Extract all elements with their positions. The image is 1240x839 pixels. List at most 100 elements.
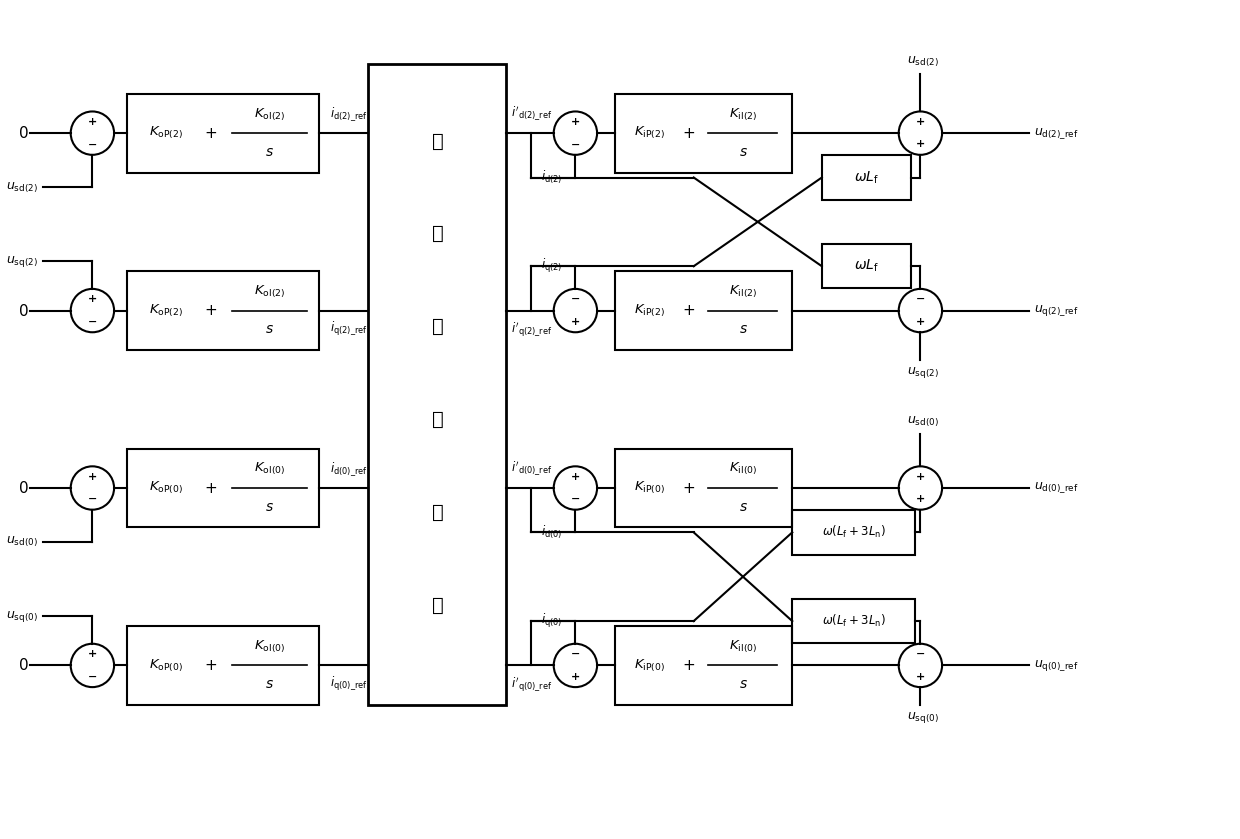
Text: $u_{\mathrm{sd(2)}}$: $u_{\mathrm{sd(2)}}$ [6,180,38,195]
Text: $i_{\mathrm{d(2)\_ref}}$: $i_{\mathrm{d(2)\_ref}}$ [330,106,367,123]
Text: −: − [915,649,925,659]
Text: $K_{\mathrm{iI(2)}}$: $K_{\mathrm{iI(2)}}$ [729,284,758,300]
Text: $K_{\mathrm{iI(0)}}$: $K_{\mathrm{iI(0)}}$ [729,638,758,655]
Text: $i'_{\mathrm{d(0)\_ref}}$: $i'_{\mathrm{d(0)\_ref}}$ [511,460,553,478]
Text: $+$: $+$ [682,481,696,496]
Text: $K_{\mathrm{oP(2)}}$: $K_{\mathrm{oP(2)}}$ [149,302,184,319]
Text: $\omega(L_{\mathrm{f}}+3L_{\mathrm{n}})$: $\omega(L_{\mathrm{f}}+3L_{\mathrm{n}})$ [822,524,885,540]
Text: −: − [88,317,97,327]
Text: +: + [88,117,97,127]
Text: $i_{\mathrm{q(2)\_ref}}$: $i_{\mathrm{q(2)\_ref}}$ [330,320,367,338]
Text: $0$: $0$ [17,480,29,496]
Text: 器: 器 [432,596,443,615]
Text: +: + [916,672,925,682]
Text: 负: 负 [432,132,443,150]
Text: +: + [88,472,97,482]
Text: +: + [916,494,925,504]
Text: $u_{\mathrm{sq(2)}}$: $u_{\mathrm{sq(2)}}$ [908,365,939,380]
Text: $K_{\mathrm{oP(0)}}$: $K_{\mathrm{oP(0)}}$ [149,657,184,674]
Text: +: + [916,117,925,127]
Text: $\omega(L_{\mathrm{f}}+3L_{\mathrm{n}})$: $\omega(L_{\mathrm{f}}+3L_{\mathrm{n}})$ [822,613,885,629]
Text: +: + [570,317,580,327]
Text: $i_{\mathrm{d(2)}}$: $i_{\mathrm{d(2)}}$ [541,169,563,186]
Text: $i'_{\mathrm{q(0)\_ref}}$: $i'_{\mathrm{q(0)\_ref}}$ [511,675,553,694]
Text: −: − [88,139,97,149]
Text: −: − [570,139,580,149]
Text: $K_{\mathrm{oI(0)}}$: $K_{\mathrm{oI(0)}}$ [254,461,285,477]
Text: −: − [570,649,580,659]
Text: $s$: $s$ [265,500,274,513]
Bar [126,271,319,350]
Text: $i'_{\mathrm{q(2)\_ref}}$: $i'_{\mathrm{q(2)\_ref}}$ [511,320,553,339]
Text: 序: 序 [432,317,443,336]
Text: $K_{\mathrm{iP(2)}}$: $K_{\mathrm{iP(2)}}$ [634,302,665,319]
Text: $u_{\mathrm{sq(0)}}$: $u_{\mathrm{sq(0)}}$ [6,608,38,623]
Text: +: + [88,294,97,305]
Text: +: + [916,139,925,149]
Text: $s$: $s$ [265,145,274,159]
Text: 零: 零 [432,225,443,243]
Text: +: + [570,472,580,482]
Bar [822,244,910,289]
Text: $+$: $+$ [205,303,217,318]
Text: $+$: $+$ [205,658,217,673]
Bar [615,271,792,350]
Text: $s$: $s$ [739,322,748,336]
Text: $s$: $s$ [265,677,274,691]
Text: +: + [916,317,925,327]
Text: 流: 流 [432,503,443,522]
Text: −: − [570,494,580,504]
Text: −: − [915,294,925,305]
Text: $u_{\mathrm{sq(2)}}$: $u_{\mathrm{sq(2)}}$ [6,253,38,268]
Text: $K_{\mathrm{iI(2)}}$: $K_{\mathrm{iI(2)}}$ [729,107,758,122]
Text: $+$: $+$ [205,481,217,496]
Text: +: + [916,472,925,482]
Text: $u_{\mathrm{d(2)\_ref}}$: $u_{\mathrm{d(2)\_ref}}$ [1034,126,1079,140]
Text: $K_{\mathrm{iI(0)}}$: $K_{\mathrm{iI(0)}}$ [729,461,758,477]
Text: $u_{\mathrm{sd(2)}}$: $u_{\mathrm{sd(2)}}$ [908,55,939,69]
Text: +: + [570,672,580,682]
Text: $u_{\mathrm{q(0)\_ref}}$: $u_{\mathrm{q(0)\_ref}}$ [1034,658,1079,673]
Text: $K_{\mathrm{oI(2)}}$: $K_{\mathrm{oI(2)}}$ [254,284,285,300]
Text: $s$: $s$ [739,500,748,513]
Bar [126,626,319,705]
Text: $s$: $s$ [265,322,274,336]
Bar [792,599,915,644]
Text: $K_{\mathrm{oI(2)}}$: $K_{\mathrm{oI(2)}}$ [254,107,285,122]
Text: $s$: $s$ [739,677,748,691]
Text: −: − [88,672,97,682]
Text: $i_{\mathrm{q(0)\_ref}}$: $i_{\mathrm{q(0)\_ref}}$ [330,675,367,693]
Text: $i'_{\mathrm{d(2)\_ref}}$: $i'_{\mathrm{d(2)\_ref}}$ [511,105,553,123]
Text: $\omega L_{\mathrm{f}}$: $\omega L_{\mathrm{f}}$ [853,258,879,274]
Text: +: + [88,649,97,659]
Text: $+$: $+$ [682,658,696,673]
Text: $s$: $s$ [739,145,748,159]
Text: $K_{\mathrm{iP(2)}}$: $K_{\mathrm{iP(2)}}$ [634,125,665,141]
Text: −: − [570,294,580,305]
Text: $0$: $0$ [17,658,29,674]
Bar [126,94,319,173]
Text: $0$: $0$ [17,125,29,141]
Bar [615,626,792,705]
Text: $i_{\mathrm{d(0)\_ref}}$: $i_{\mathrm{d(0)\_ref}}$ [330,461,367,478]
Text: $+$: $+$ [682,303,696,318]
Text: 限: 限 [432,410,443,430]
Bar [822,155,910,200]
Bar [792,510,915,555]
Bar [615,449,792,528]
Text: $u_{\mathrm{sq(0)}}$: $u_{\mathrm{sq(0)}}$ [908,710,939,725]
Text: $0$: $0$ [17,303,29,319]
Text: $K_{\mathrm{oP(2)}}$: $K_{\mathrm{oP(2)}}$ [149,125,184,141]
Text: −: − [88,494,97,504]
Text: $+$: $+$ [682,126,696,141]
Text: +: + [570,117,580,127]
Text: $i_{\mathrm{q(0)}}$: $i_{\mathrm{q(0)}}$ [541,612,563,630]
Text: $K_{\mathrm{iP(0)}}$: $K_{\mathrm{iP(0)}}$ [634,657,665,674]
Text: $\omega L_{\mathrm{f}}$: $\omega L_{\mathrm{f}}$ [853,169,879,185]
Bar [126,449,319,528]
Text: $u_{\mathrm{sd(0)}}$: $u_{\mathrm{sd(0)}}$ [6,535,38,550]
Text: $K_{\mathrm{oI(0)}}$: $K_{\mathrm{oI(0)}}$ [254,638,285,655]
Text: $i_{\mathrm{d(0)}}$: $i_{\mathrm{d(0)}}$ [541,524,563,541]
Text: $u_{\mathrm{sd(0)}}$: $u_{\mathrm{sd(0)}}$ [908,414,939,429]
Text: $u_{\mathrm{q(2)\_ref}}$: $u_{\mathrm{q(2)\_ref}}$ [1034,303,1079,318]
